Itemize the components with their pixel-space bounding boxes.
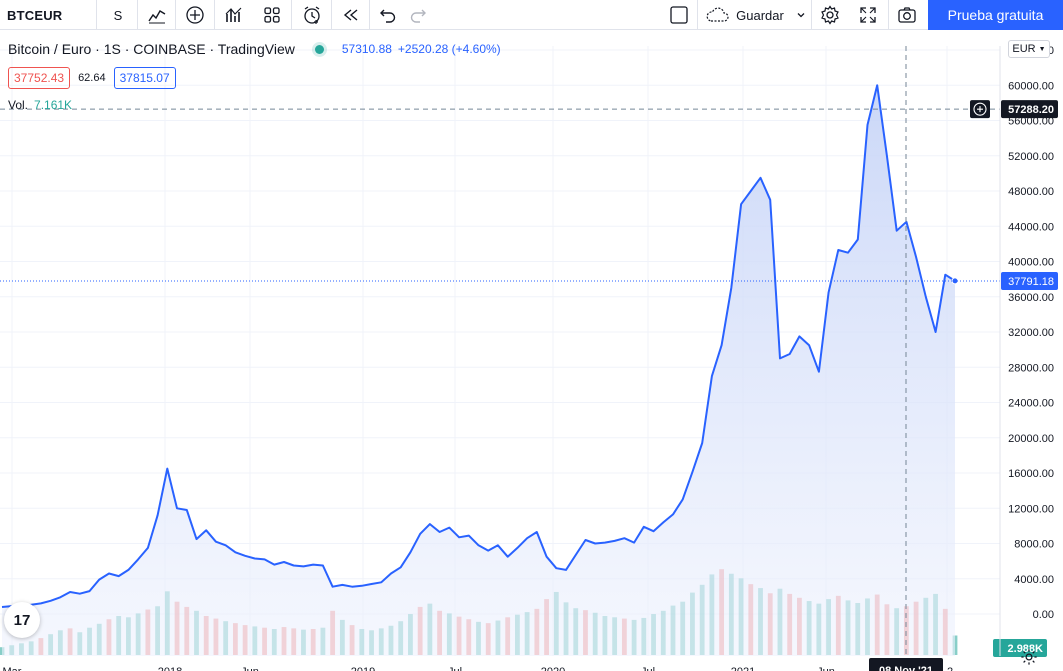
- spread-value: 62.64: [78, 72, 106, 84]
- price-tick-label: 12000.00: [1008, 503, 1054, 515]
- toolbar-divider: [137, 0, 138, 30]
- indicator-row: 37752.43 62.64 37815.07: [8, 67, 176, 89]
- plus-circle-icon: [973, 102, 987, 116]
- price-area: [1, 84, 959, 657]
- currency-select[interactable]: EUR ▼: [1008, 40, 1050, 58]
- volume-label: Vol.: [8, 98, 29, 112]
- price-tick-label: 16000.00: [1008, 468, 1054, 480]
- volume-value: 7.161K: [34, 98, 73, 112]
- alert-clock-icon[interactable]: [294, 0, 330, 30]
- toolbar-divider: [291, 0, 292, 30]
- time-tick-label: 2019: [351, 666, 375, 671]
- price-tick-label: 32000.00: [1008, 327, 1054, 339]
- price-tick-label: 40000.00: [1008, 257, 1054, 269]
- legend-last-price: 57310.88: [341, 42, 392, 56]
- legend-title[interactable]: Bitcoin / Euro · 1S · COINBASE · Trading…: [8, 41, 295, 57]
- price-tick-label: 36000.00: [1008, 292, 1054, 304]
- toolbar-divider: [811, 0, 812, 30]
- price-tick-label: 20000.00: [1008, 433, 1054, 445]
- price-tick-label: 4000.00: [1014, 574, 1054, 586]
- settings-gear-icon[interactable]: [813, 0, 847, 30]
- time-tick-label: Jul: [641, 666, 655, 671]
- indicators-icon[interactable]: [217, 0, 251, 30]
- price-axis: 64000.0060000.0056000.0052000.0048000.00…: [993, 45, 1063, 657]
- symbol-legend: Bitcoin / Euro · 1S · COINBASE · Trading…: [8, 41, 501, 57]
- symbol-search-button[interactable]: BTCEUR: [7, 7, 63, 23]
- crosshair-date-text: 08 Nov '21: [879, 665, 933, 671]
- toolbar-divider: [96, 0, 97, 30]
- toolbar-divider: [331, 0, 332, 30]
- crosshair-date-badge: [869, 658, 943, 671]
- price-tick-label: 48000.00: [1008, 186, 1054, 198]
- time-tick-label: Jun: [817, 666, 835, 671]
- time-axis: Mar 2018 Jun 2019 Jul 2020 Jul 2021 Jun 2 08 Nov '…: [3, 658, 953, 671]
- bottom-bar: [0, 641, 1063, 671]
- ask-price-box[interactable]: 37815.07: [113, 67, 176, 89]
- toolbar-divider: [888, 0, 889, 30]
- toolbar-divider: [369, 0, 370, 30]
- price-tick-label: 52000.00: [1008, 151, 1054, 163]
- time-tick-label: 2018: [158, 666, 182, 671]
- plus-icon: [977, 106, 983, 113]
- time-tick-label: 2021: [731, 666, 755, 671]
- legend-change: +2520.28 (+4.60%): [397, 42, 501, 56]
- market-status-dot: [314, 44, 324, 54]
- chart-type-icon[interactable]: [140, 0, 174, 30]
- time-tick-label: 2020: [541, 666, 565, 671]
- price-tick-label: 60000.00: [1008, 80, 1054, 92]
- toolbar-divider: [697, 0, 698, 30]
- price-line: [1, 84, 956, 608]
- fullscreen-expand-icon[interactable]: [851, 0, 885, 30]
- time-tick-label: Mar: [3, 666, 22, 671]
- camera-snapshot-icon[interactable]: [890, 0, 924, 30]
- price-tick-label: 0.00: [1033, 609, 1054, 621]
- currency-label: EUR: [1012, 43, 1036, 55]
- chevron-down-icon: [797, 13, 805, 18]
- price-tick-label: 56000.00: [1008, 116, 1054, 128]
- time-tick-label: Jul: [448, 666, 462, 671]
- toolbar-divider: [214, 0, 215, 30]
- cloud-icon: [706, 7, 729, 22]
- toolbar-divider: [175, 0, 176, 30]
- bid-price-box[interactable]: 37752.43: [8, 67, 71, 89]
- volume-legend: Vol. 7.161K: [8, 98, 72, 112]
- price-tick-label: 44000.00: [1008, 221, 1054, 233]
- price-tick-label: 28000.00: [1008, 362, 1054, 374]
- add-indicator-icon[interactable]: [178, 0, 212, 30]
- top-toolbar: BTCEUR S Guardar: [0, 0, 1063, 30]
- time-tick-label: Jun: [241, 666, 259, 671]
- crosshair-price-badge: [1001, 100, 1058, 119]
- tradingview-logo[interactable]: 17: [4, 602, 40, 638]
- save-button[interactable]: Guardar: [700, 0, 810, 30]
- price-area-fill: [2, 85, 955, 657]
- price-axis-bg: [1000, 46, 1063, 656]
- time-tick-label: 2: [947, 666, 953, 671]
- crosshair-overlay: [0, 46, 1000, 656]
- fullscreen-square-icon[interactable]: [662, 0, 696, 30]
- price-tick-label: 24000.00: [1008, 398, 1054, 410]
- current-price-text: 37791.18: [1008, 276, 1054, 288]
- free-trial-button[interactable]: Prueba gratuita: [928, 0, 1063, 30]
- replay-rewind-icon[interactable]: [334, 0, 368, 30]
- chevron-down-icon: ▼: [1038, 45, 1046, 53]
- undo-icon[interactable]: [372, 0, 404, 30]
- price-tick-label: 8000.00: [1014, 539, 1054, 551]
- interval-button[interactable]: S: [113, 7, 123, 23]
- redo-icon[interactable]: [402, 0, 434, 30]
- time-axis-settings-icon[interactable]: [1020, 648, 1038, 666]
- layout-grid-icon[interactable]: [255, 0, 289, 30]
- crosshair-price-text: 57288.20: [1008, 104, 1054, 116]
- save-label: Guardar: [736, 7, 784, 23]
- current-price-badge: [1001, 271, 1058, 290]
- price-chart[interactable]: 64000.0060000.0056000.0052000.0048000.00…: [0, 31, 1063, 671]
